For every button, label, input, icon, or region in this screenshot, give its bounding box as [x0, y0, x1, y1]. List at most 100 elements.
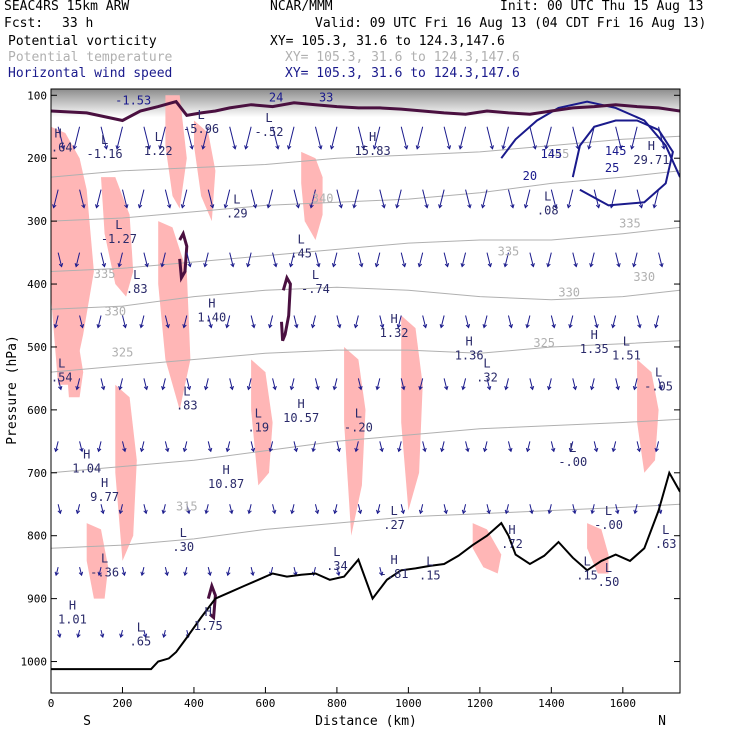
wind-vector-head	[568, 324, 573, 329]
wind-vector	[75, 252, 81, 267]
wind-vector-head	[374, 263, 380, 268]
wind-vector	[247, 378, 252, 390]
wind-vector	[183, 441, 188, 452]
wind-vector	[655, 315, 660, 328]
wind-vector	[143, 378, 148, 390]
pv-extremum-type: L	[180, 526, 187, 540]
wind-vector	[183, 315, 188, 328]
wind-vector	[422, 189, 428, 208]
wind-vector-head	[417, 263, 423, 268]
wind-vector-head	[186, 509, 191, 515]
wind-vector-head	[186, 385, 192, 391]
wind-vector-head	[503, 263, 508, 268]
wind-vector-head	[226, 571, 231, 577]
pv-extremum-type: H	[390, 553, 397, 567]
wind-vector	[164, 441, 169, 452]
wind-vector-head	[654, 324, 659, 329]
wind-vector-head	[187, 263, 192, 268]
wind-vector	[55, 441, 59, 452]
wind-vector-head	[289, 263, 294, 268]
wind-vector	[545, 126, 552, 149]
wind-vector-head	[568, 447, 574, 453]
wind-vector	[443, 126, 451, 149]
wind-vector-head	[589, 263, 594, 268]
wind-vector	[120, 629, 123, 638]
wind-vector	[502, 126, 509, 149]
wind-vector	[245, 126, 252, 149]
wind-vector	[465, 189, 471, 208]
wind-vector	[610, 189, 617, 208]
wind-vector	[290, 378, 295, 390]
wind-vector	[269, 441, 274, 452]
wind-vector-head	[415, 145, 421, 150]
wind-vector	[334, 504, 338, 514]
pv-extremum-value: .29	[226, 207, 248, 221]
wind-vector	[314, 252, 320, 267]
wind-vector-head	[333, 509, 338, 515]
pv-extremum-type: L	[115, 218, 122, 232]
y-tick-label: 600	[27, 404, 47, 417]
wind-vector-head	[401, 263, 407, 268]
wind-vector	[119, 378, 123, 390]
y-tick-label: 300	[27, 215, 47, 228]
wind-vector	[227, 567, 231, 576]
pv-extremum-value: .08	[537, 204, 559, 218]
wind-vector	[615, 252, 620, 267]
wind-vector-head	[144, 263, 149, 268]
pv-extremum-value: 1.75	[194, 619, 223, 633]
wind-vector-head	[353, 324, 359, 329]
wind-vector-head	[654, 447, 659, 453]
wind-vector	[440, 315, 445, 328]
wind-vector	[100, 126, 108, 149]
wind-vector-head	[544, 145, 549, 150]
wind-vector-head	[74, 263, 79, 268]
wind-vector-head	[460, 263, 465, 268]
pv-extremum-type: H	[390, 312, 397, 326]
wind-vector	[229, 126, 236, 149]
pv-extremum-type: H	[205, 605, 212, 619]
field-name-wind: Horizontal wind speed	[8, 66, 173, 81]
wind-vector-head	[180, 204, 186, 209]
wind-vector-head	[652, 204, 657, 209]
x-tick-label: 0	[48, 697, 55, 710]
wind-vector-head	[572, 385, 578, 391]
wind-vector	[572, 378, 577, 390]
wind-vector	[118, 252, 123, 267]
wind-vector-head	[616, 263, 621, 268]
wind-vector	[504, 252, 509, 267]
theta-label: 330	[633, 270, 655, 284]
wind-vector-head	[636, 447, 642, 453]
wind-vector-head	[439, 324, 444, 329]
wind-vector-head	[316, 263, 321, 268]
wind-vector	[400, 378, 405, 390]
wind-vector-head	[379, 447, 384, 453]
pv-extremum-type: H	[223, 463, 230, 477]
wind-vector	[507, 441, 512, 452]
wind-vector-head	[593, 447, 599, 453]
wind-vector	[164, 567, 168, 576]
wind-vector-head	[165, 324, 170, 329]
pv-shaded-region-11	[65, 315, 84, 398]
pv-extremum-type: H	[69, 599, 76, 613]
wind-vector	[333, 378, 338, 390]
wind-vector	[312, 441, 316, 452]
wind-vector-head	[381, 204, 386, 209]
wind-vector-head	[403, 145, 409, 150]
wind-vector-head	[633, 509, 638, 515]
wind-vector	[186, 378, 191, 390]
x-tick-label: 1600	[610, 697, 637, 710]
wind-vector-head	[79, 324, 85, 329]
wind-vector-head	[458, 145, 463, 150]
wind-vector-head	[523, 204, 529, 209]
wind-vector	[181, 189, 188, 208]
wind-vector-head	[504, 385, 509, 391]
wind-vector	[293, 315, 298, 328]
wind-vector-head	[247, 509, 252, 515]
south-label: S	[83, 714, 91, 729]
wind-vector-head	[595, 204, 601, 209]
pv-extremum-value: -1.27	[101, 232, 137, 246]
contour-label: 33	[319, 91, 333, 105]
wind-vector	[79, 441, 83, 452]
pv-extremum-value: 1.51	[612, 348, 641, 362]
pv-shaded-region-10	[86, 523, 109, 599]
